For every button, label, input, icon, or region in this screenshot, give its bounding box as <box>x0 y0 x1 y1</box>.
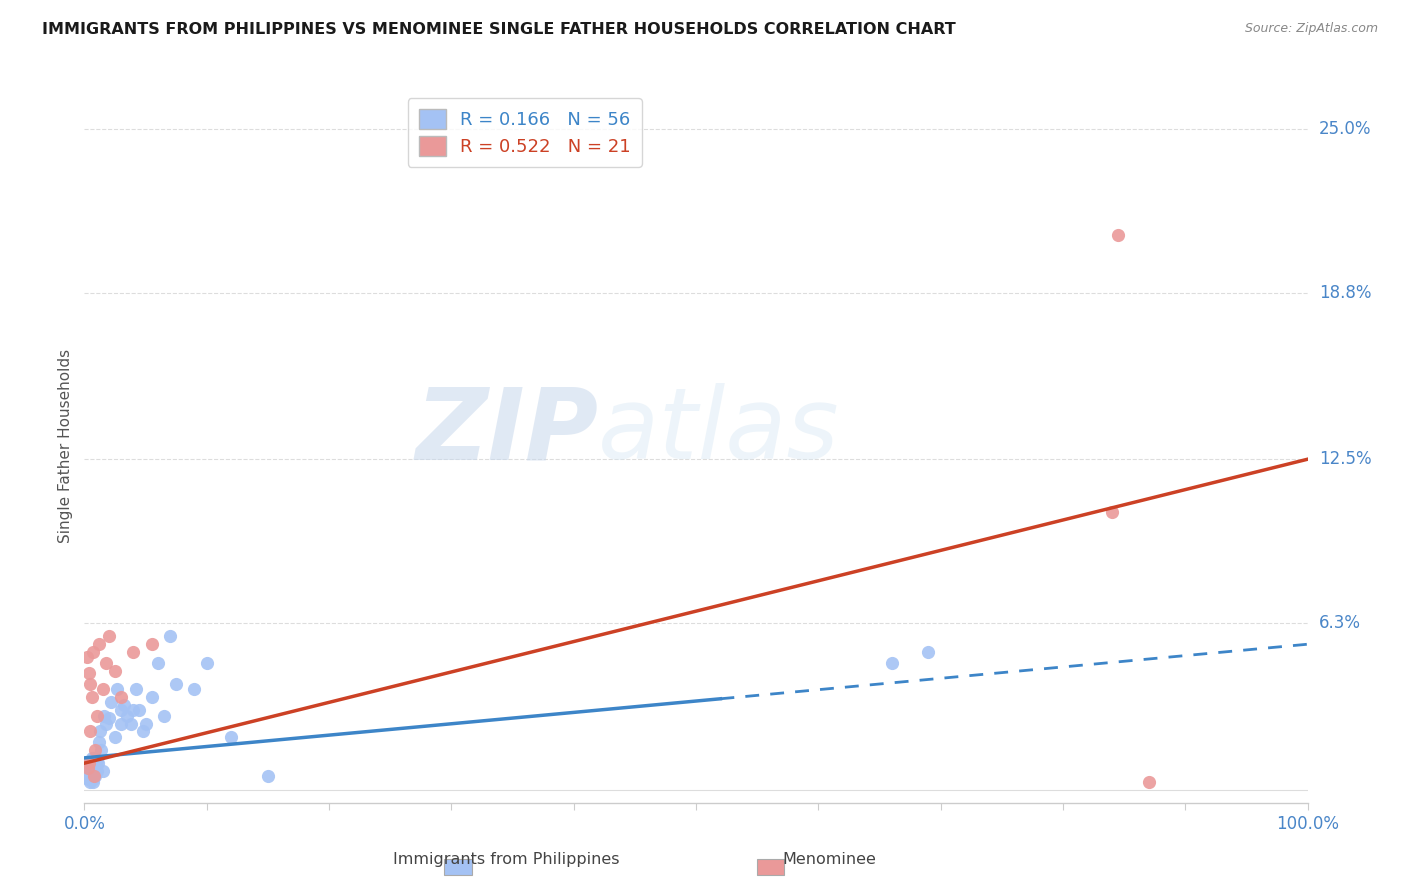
Point <box>82 774 104 789</box>
Text: 25.0%: 25.0% <box>1319 120 1371 138</box>
Point <box>79 677 101 691</box>
Text: ZIP: ZIP <box>415 384 598 480</box>
Point <box>122 703 145 717</box>
Point <box>104 730 127 744</box>
Point <box>153 708 176 723</box>
Point <box>82 756 104 771</box>
Point <box>880 656 903 670</box>
Point <box>79 772 101 786</box>
Point <box>132 724 155 739</box>
Point <box>112 698 135 712</box>
Point <box>125 682 148 697</box>
Point <box>135 716 157 731</box>
Point <box>83 769 105 783</box>
Point <box>79 754 101 768</box>
Text: 12.5%: 12.5% <box>1319 450 1371 468</box>
Point <box>80 769 103 783</box>
Point <box>96 716 118 731</box>
Point <box>87 756 110 771</box>
Point <box>83 751 105 765</box>
Point <box>122 645 145 659</box>
Point <box>104 664 127 678</box>
Text: atlas: atlas <box>598 384 839 480</box>
Point <box>80 690 103 704</box>
Point <box>1107 227 1129 242</box>
Point <box>100 695 122 709</box>
Point <box>79 724 101 739</box>
Point <box>159 629 181 643</box>
Point <box>1101 505 1123 519</box>
Point <box>96 656 118 670</box>
Point <box>257 769 280 783</box>
Point <box>83 759 105 773</box>
Point <box>165 677 187 691</box>
Point <box>105 682 128 697</box>
Point <box>97 629 120 643</box>
Text: IMMIGRANTS FROM PHILIPPINES VS MENOMINEE SINGLE FATHER HOUSEHOLDS CORRELATION CH: IMMIGRANTS FROM PHILIPPINES VS MENOMINEE… <box>42 22 956 37</box>
Y-axis label: Single Father Households: Single Father Households <box>58 349 73 543</box>
Point <box>120 716 142 731</box>
Point <box>110 690 132 704</box>
Point <box>80 751 103 765</box>
Point <box>90 743 112 757</box>
Point <box>84 743 107 757</box>
Point <box>86 708 108 723</box>
Point <box>77 769 100 783</box>
Point <box>110 703 132 717</box>
Point <box>87 637 110 651</box>
Point <box>77 756 100 771</box>
Point <box>1137 774 1160 789</box>
Point <box>97 711 120 725</box>
Point <box>77 766 100 780</box>
Point <box>77 666 100 681</box>
Point <box>76 650 98 665</box>
Bar <box>756 859 785 875</box>
Bar <box>444 859 472 875</box>
Text: Immigrants from Philippines: Immigrants from Philippines <box>392 852 620 867</box>
Text: 18.8%: 18.8% <box>1319 284 1371 301</box>
Point <box>79 764 101 778</box>
Point <box>86 764 108 778</box>
Point <box>77 756 100 771</box>
Point <box>141 637 163 651</box>
Text: Menominee: Menominee <box>783 852 876 867</box>
Point <box>91 764 114 778</box>
Point <box>76 761 98 775</box>
Legend: R = 0.166   N = 56, R = 0.522   N = 21: R = 0.166 N = 56, R = 0.522 N = 21 <box>408 98 641 167</box>
Text: Source: ZipAtlas.com: Source: ZipAtlas.com <box>1244 22 1378 36</box>
Point <box>77 761 100 775</box>
Point <box>87 735 110 749</box>
Point <box>82 772 104 786</box>
Point <box>82 645 104 659</box>
Point <box>82 764 104 778</box>
Point <box>84 761 107 775</box>
Point <box>83 766 105 780</box>
Point <box>77 772 100 786</box>
Point <box>917 645 939 659</box>
Point <box>91 682 114 697</box>
Point <box>141 690 163 704</box>
Point <box>183 682 205 697</box>
Point <box>79 774 101 789</box>
Point <box>110 716 132 731</box>
Point <box>80 759 103 773</box>
Point <box>115 708 138 723</box>
Point <box>128 703 150 717</box>
Point <box>195 656 218 670</box>
Point <box>89 724 111 739</box>
Point <box>77 761 100 775</box>
Point <box>146 656 169 670</box>
Point <box>93 708 115 723</box>
Point <box>84 769 107 783</box>
Point <box>86 754 108 768</box>
Point <box>219 730 242 744</box>
Text: 6.3%: 6.3% <box>1319 614 1361 632</box>
